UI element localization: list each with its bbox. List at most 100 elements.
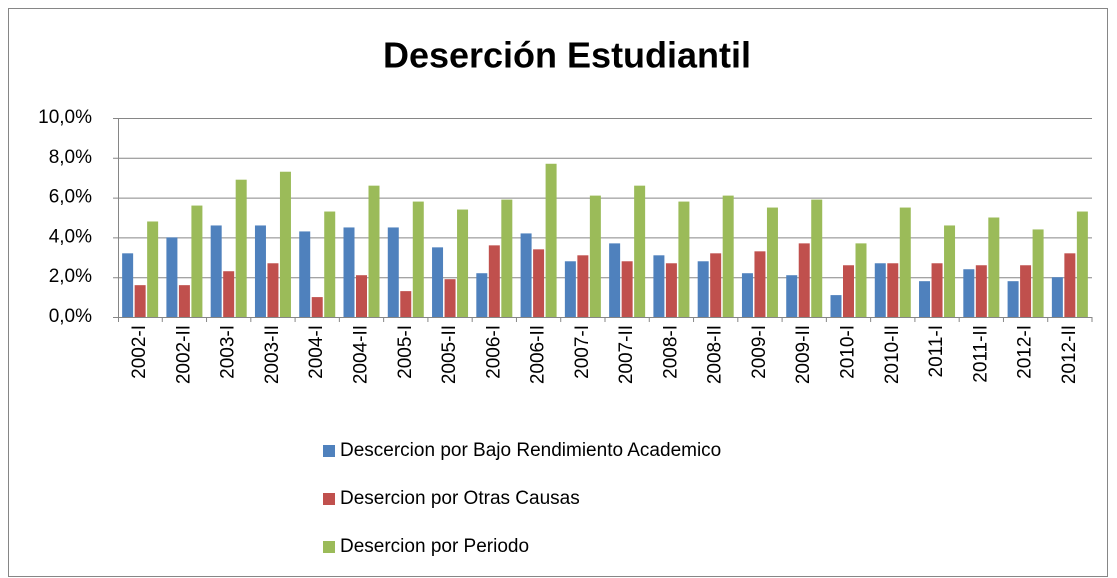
x-tick-label: 2003-II xyxy=(262,325,283,384)
bar xyxy=(545,163,557,317)
bar xyxy=(843,265,854,317)
x-tick-label: 2009-II xyxy=(793,325,814,384)
bar xyxy=(210,225,222,317)
bar xyxy=(324,211,336,317)
x-tick-label: 2004-II xyxy=(351,325,372,384)
bar xyxy=(343,227,355,317)
chart-title: Deserción Estudiantil xyxy=(383,35,751,76)
bar xyxy=(899,207,911,317)
bar xyxy=(1064,253,1076,317)
bar xyxy=(147,221,159,317)
x-tick-label: 2008-II xyxy=(705,325,726,384)
bar xyxy=(931,263,943,317)
bar xyxy=(697,261,709,317)
bar xyxy=(457,209,469,317)
x-tick-label: 2011-II xyxy=(970,325,991,383)
legend-swatch xyxy=(323,445,335,457)
bar xyxy=(1051,277,1063,317)
bar xyxy=(678,201,690,317)
bar xyxy=(432,247,444,317)
bar xyxy=(444,279,456,317)
bar xyxy=(412,201,424,317)
bar xyxy=(166,237,178,317)
bar xyxy=(356,275,367,317)
x-tick-label: 2012-II xyxy=(1059,325,1080,384)
bar xyxy=(1007,281,1019,317)
x-tick-label: 2005-II xyxy=(439,325,460,384)
x-tick-label: 2007-II xyxy=(616,325,637,384)
bar xyxy=(766,207,778,317)
bar xyxy=(722,195,734,317)
x-tick-label: 2006-II xyxy=(528,325,549,384)
y-tick-label: 6,0% xyxy=(49,187,92,208)
legend-label: Desercion por Periodo xyxy=(340,536,529,557)
y-tick-label: 4,0% xyxy=(49,226,92,247)
bar xyxy=(1076,211,1088,317)
bar xyxy=(798,243,810,317)
legend-swatch xyxy=(323,541,335,553)
bar xyxy=(191,205,203,317)
bar xyxy=(1020,265,1032,317)
bar xyxy=(963,269,975,317)
x-tick-label: 2009-I xyxy=(749,325,770,379)
x-tick-label: 2003-I xyxy=(218,325,239,379)
bar xyxy=(223,271,235,317)
legend-label: Descercion por Bajo Rendimiento Academic… xyxy=(340,440,721,461)
bar xyxy=(564,261,576,317)
bar xyxy=(653,255,665,317)
bar xyxy=(975,265,987,317)
bar xyxy=(811,199,823,317)
bar xyxy=(501,199,513,317)
x-tick-label: 2010-I xyxy=(838,325,859,379)
bar xyxy=(855,243,867,317)
bar xyxy=(299,231,311,317)
y-tick-label: 0,0% xyxy=(49,306,92,327)
bar xyxy=(368,185,380,317)
bar xyxy=(665,263,677,317)
bar xyxy=(988,217,1000,317)
bar xyxy=(267,263,279,317)
legend-label: Desercion por Otras Causas xyxy=(340,488,580,509)
x-tick-label: 2012-I xyxy=(1015,325,1036,379)
bar xyxy=(387,227,399,317)
legend-swatch xyxy=(323,493,335,505)
bar xyxy=(887,263,899,317)
bar xyxy=(1032,229,1044,317)
x-tick-label: 2008-I xyxy=(660,325,681,379)
bar xyxy=(311,297,323,317)
bar xyxy=(944,225,956,317)
bar xyxy=(488,245,500,317)
y-tick-label: 2,0% xyxy=(49,266,92,287)
bar xyxy=(786,275,798,317)
bar xyxy=(520,233,532,317)
x-tick-label: 2011-I xyxy=(926,325,947,377)
bar xyxy=(589,195,601,317)
bar xyxy=(874,263,886,317)
bar xyxy=(621,261,633,317)
bar xyxy=(122,253,134,317)
bar xyxy=(577,255,589,317)
y-tick-label: 8,0% xyxy=(49,147,92,168)
bar xyxy=(634,185,646,317)
x-tick-label: 2002-II xyxy=(173,325,194,384)
bar xyxy=(919,281,931,317)
bar xyxy=(254,225,266,317)
bar xyxy=(400,291,412,317)
bar xyxy=(830,295,842,317)
bar xyxy=(279,171,291,317)
bar xyxy=(741,273,753,317)
bar xyxy=(609,243,621,317)
bar xyxy=(754,251,766,317)
x-tick-label: 2005-I xyxy=(395,325,416,379)
bar xyxy=(476,273,488,317)
bar xyxy=(235,179,247,317)
x-tick-label: 2004-I xyxy=(306,325,327,379)
bar xyxy=(533,249,545,317)
x-tick-label: 2006-I xyxy=(483,325,504,379)
bar xyxy=(178,285,190,317)
bar xyxy=(134,285,146,317)
y-tick-label: 10,0% xyxy=(38,107,92,128)
x-tick-label: 2002-I xyxy=(129,325,150,379)
x-tick-label: 2010-II xyxy=(882,325,903,384)
